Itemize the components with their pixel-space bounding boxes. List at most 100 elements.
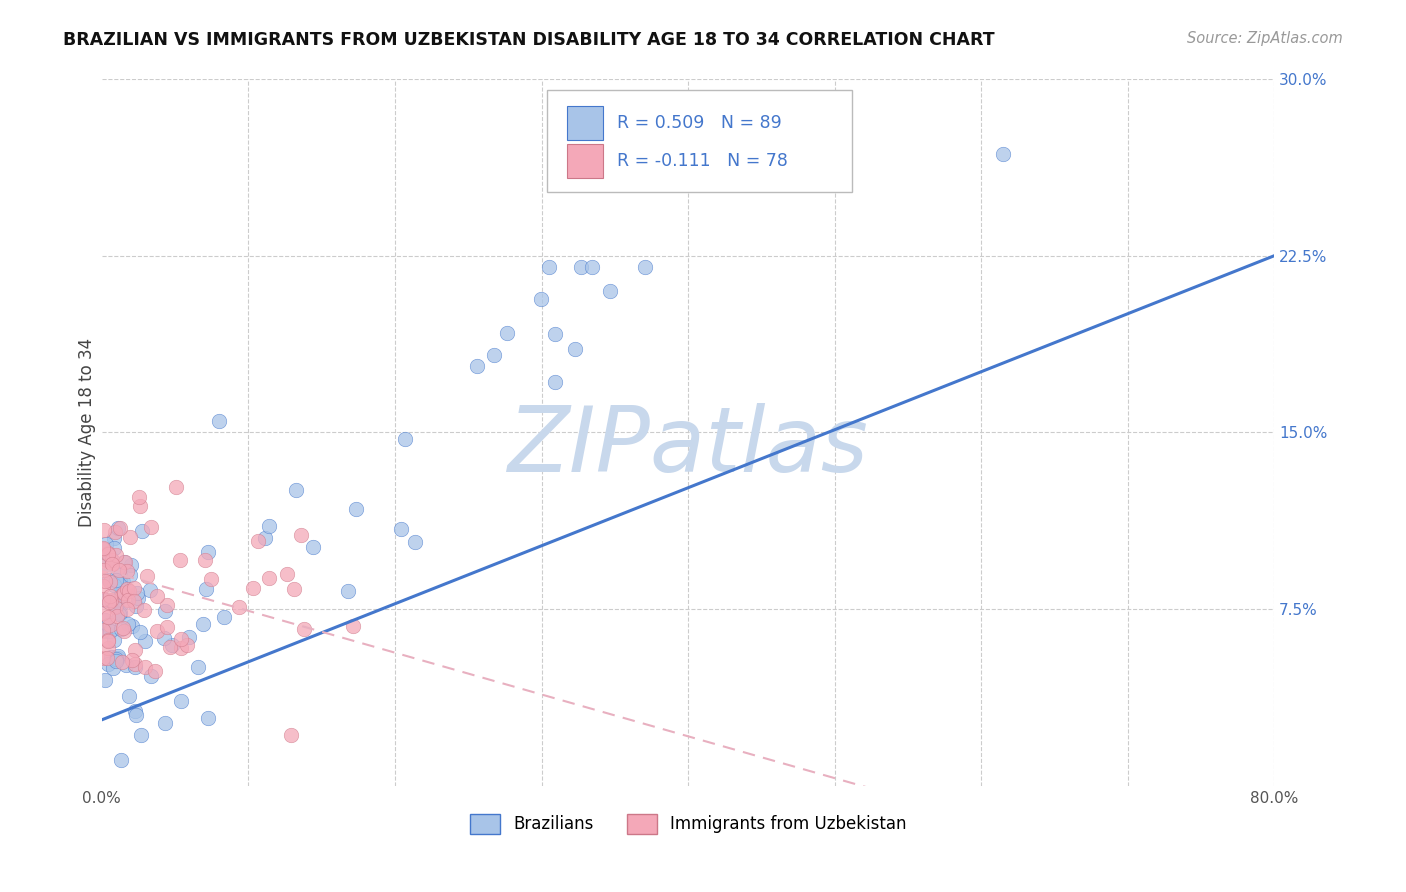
Point xyxy=(94,593,117,607)
Point xyxy=(101,558,124,572)
Point xyxy=(97,609,120,624)
Point xyxy=(156,620,179,634)
Point xyxy=(110,753,132,767)
Point xyxy=(97,657,120,671)
Point xyxy=(993,147,1015,161)
Point xyxy=(108,575,131,590)
Point xyxy=(100,650,122,665)
Point xyxy=(169,553,191,567)
Point xyxy=(112,624,135,638)
Point xyxy=(93,524,115,538)
Point xyxy=(276,566,298,581)
Point xyxy=(104,599,127,614)
Point xyxy=(136,569,159,583)
Point xyxy=(125,599,148,613)
Point xyxy=(114,555,136,569)
Point xyxy=(108,563,131,577)
Point xyxy=(254,531,277,545)
Point xyxy=(170,632,193,646)
Point xyxy=(97,618,120,632)
Point xyxy=(121,653,143,667)
Point xyxy=(118,583,141,598)
Point xyxy=(145,590,167,604)
Point xyxy=(97,640,120,655)
Point xyxy=(93,563,115,577)
Point xyxy=(117,602,139,616)
Point xyxy=(107,648,129,663)
Point xyxy=(100,552,122,566)
Point xyxy=(134,659,156,673)
Point xyxy=(139,582,162,597)
Bar xyxy=(568,106,603,140)
Point xyxy=(118,530,141,544)
Point xyxy=(564,342,586,356)
Point xyxy=(98,624,121,638)
Point xyxy=(97,633,120,648)
Point xyxy=(104,654,127,668)
Point xyxy=(97,546,120,560)
Point xyxy=(179,630,201,644)
Point xyxy=(537,260,560,275)
Point xyxy=(187,660,209,674)
Point xyxy=(105,652,128,666)
Point xyxy=(121,619,143,633)
Point xyxy=(103,578,125,592)
Point xyxy=(257,519,280,533)
Point xyxy=(283,582,305,597)
Point xyxy=(91,558,114,573)
Point xyxy=(91,606,114,620)
Point xyxy=(110,587,132,601)
Point xyxy=(543,375,565,389)
Point xyxy=(94,613,117,627)
Point xyxy=(117,593,139,607)
Point xyxy=(91,579,114,593)
Point xyxy=(108,607,131,621)
Point xyxy=(257,571,280,585)
Point xyxy=(100,592,122,607)
Legend: Brazilians, Immigrants from Uzbekistan: Brazilians, Immigrants from Uzbekistan xyxy=(470,814,907,834)
Point xyxy=(127,586,149,600)
Point xyxy=(212,610,235,624)
Point xyxy=(98,574,121,589)
Point xyxy=(170,641,193,656)
Point xyxy=(599,284,621,298)
Point xyxy=(120,568,142,582)
Point xyxy=(103,541,125,556)
Text: BRAZILIAN VS IMMIGRANTS FROM UZBEKISTAN DISABILITY AGE 18 TO 34 CORRELATION CHAR: BRAZILIAN VS IMMIGRANTS FROM UZBEKISTAN … xyxy=(63,31,995,49)
Point xyxy=(194,582,217,597)
Point xyxy=(132,603,155,617)
Point xyxy=(125,708,148,723)
Point xyxy=(105,549,128,563)
Point xyxy=(94,537,117,551)
Point xyxy=(194,553,217,567)
Point xyxy=(247,534,270,549)
Point xyxy=(97,547,120,561)
Point xyxy=(156,599,179,613)
Text: R = -0.111   N = 78: R = -0.111 N = 78 xyxy=(617,152,787,170)
Point xyxy=(107,609,129,624)
Point xyxy=(139,669,162,683)
Point xyxy=(495,326,517,341)
Point xyxy=(96,553,118,567)
Y-axis label: Disability Age 18 to 34: Disability Age 18 to 34 xyxy=(79,338,96,527)
Point xyxy=(292,622,315,636)
Point xyxy=(543,327,565,342)
Point xyxy=(111,596,134,610)
Point xyxy=(285,483,308,498)
Point xyxy=(155,604,177,618)
Point xyxy=(97,594,120,608)
Point xyxy=(94,624,117,638)
Point xyxy=(404,534,426,549)
Point xyxy=(129,728,152,742)
Point xyxy=(94,673,117,687)
Point xyxy=(91,651,114,665)
Point xyxy=(143,665,166,679)
Text: ZIPatlas: ZIPatlas xyxy=(508,402,869,491)
Point xyxy=(120,558,142,572)
Point xyxy=(96,651,118,665)
Point xyxy=(105,573,128,587)
Point xyxy=(100,589,122,603)
Point xyxy=(107,651,129,665)
Point xyxy=(569,260,592,275)
Point xyxy=(153,631,176,645)
